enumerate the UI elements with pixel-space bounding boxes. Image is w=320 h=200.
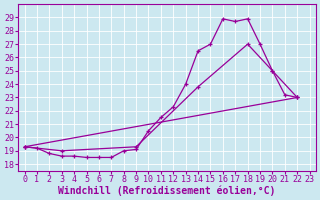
X-axis label: Windchill (Refroidissement éolien,°C): Windchill (Refroidissement éolien,°C) <box>58 185 276 196</box>
